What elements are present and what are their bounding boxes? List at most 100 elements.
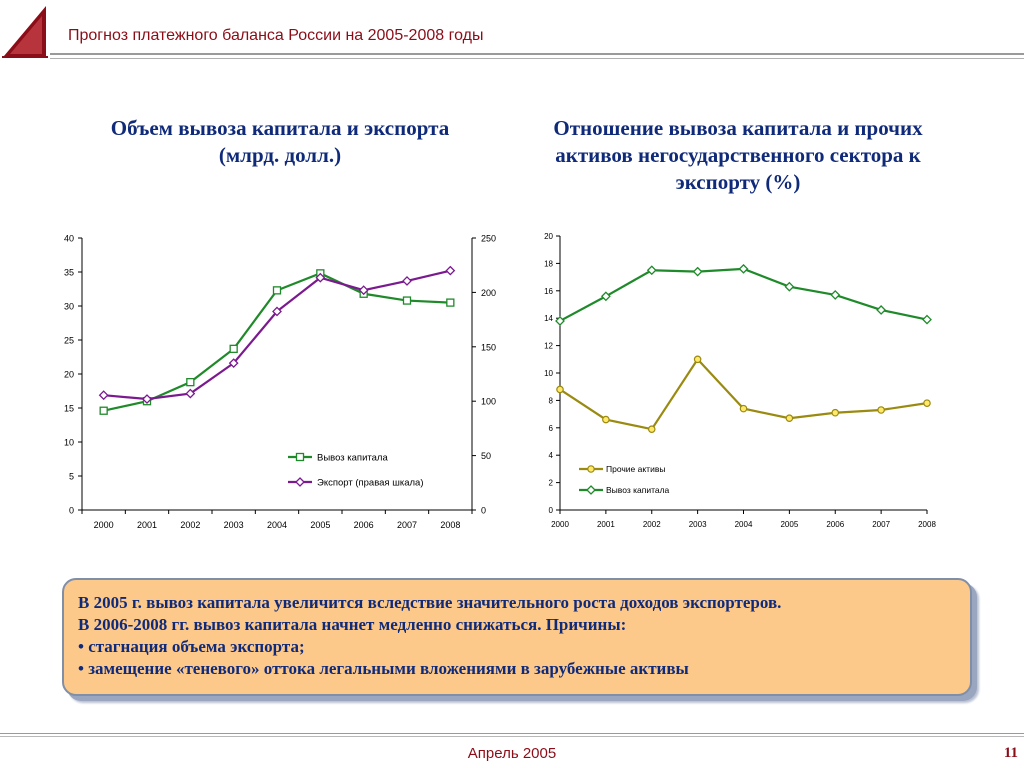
data-point xyxy=(600,291,611,302)
x-tick-label: 2001 xyxy=(137,520,157,530)
data-point xyxy=(830,289,841,300)
note-line: • замещение «теневого» оттока легальными… xyxy=(78,659,689,678)
x-tick-label: 2007 xyxy=(397,520,417,530)
page-title: Прогноз платежного баланса России на 200… xyxy=(68,27,484,44)
data-point xyxy=(693,355,702,364)
y-tick-label: 18 xyxy=(544,259,553,268)
data-point xyxy=(229,344,238,353)
header-divider-thin xyxy=(50,58,1024,59)
data-point xyxy=(923,399,931,407)
right-chart-heading: Отношение вывоза капитала и прочих актив… xyxy=(518,115,958,196)
note-line: В 2005 г. вывоз капитала увеличится всле… xyxy=(78,593,782,612)
x-tick-label: 2000 xyxy=(551,520,569,529)
x-tick-label: 2006 xyxy=(354,520,374,530)
x-tick-label: 2006 xyxy=(826,520,844,529)
x-tick-label: 2004 xyxy=(735,520,753,529)
logo-icon xyxy=(2,6,48,58)
y-tick-label: 2 xyxy=(549,479,554,488)
legend-marker xyxy=(586,485,596,495)
data-point xyxy=(445,265,456,276)
x-tick-label: 2004 xyxy=(267,520,287,530)
x-tick-label: 2008 xyxy=(918,520,936,529)
left-chart-heading-line: Объем вывоза капитала и экспорта xyxy=(110,116,450,140)
y-tick-label: 35 xyxy=(64,268,74,278)
data-point xyxy=(646,265,657,276)
data-point xyxy=(877,406,885,414)
x-tick-label: 2003 xyxy=(689,520,707,529)
y-tick-label: 20 xyxy=(544,232,553,241)
data-point xyxy=(692,266,703,277)
x-tick-label: 2007 xyxy=(872,520,890,529)
x-tick-label: 2002 xyxy=(180,520,200,530)
data-point xyxy=(142,394,152,404)
capital-export-chart: 0 5 10 15 20 25 30 35 40 0 50 100 150 200 250 2000 2001 2… xyxy=(64,234,496,531)
right-chart-heading-line: Отношение вывоза капитала и прочих xyxy=(553,116,923,140)
data-point xyxy=(784,281,795,292)
footer-date: Апрель 2005 xyxy=(467,745,557,762)
data-point xyxy=(402,276,412,286)
x-tick-label: 2005 xyxy=(780,520,798,529)
y-tick-label: 14 xyxy=(544,314,553,323)
x-tick-label: 2008 xyxy=(440,520,460,530)
data-point xyxy=(876,305,887,315)
y-tick-label: 4 xyxy=(549,451,554,460)
legend-label: Вывоз капитала xyxy=(317,453,388,464)
data-point xyxy=(99,406,108,415)
x-tick-label: 2005 xyxy=(310,520,330,530)
data-point xyxy=(98,390,109,401)
data-point xyxy=(647,425,656,433)
data-point xyxy=(186,378,195,387)
note-line: • стагнация объема экспорта; xyxy=(78,637,305,656)
x-tick-label: 2002 xyxy=(643,520,661,529)
footer-divider xyxy=(0,733,1024,734)
legend-marker xyxy=(295,452,305,462)
legend-marker xyxy=(295,477,305,487)
y-tick-label: 15 xyxy=(64,404,74,414)
ratio-chart: 0 2 4 6 8 10 12 14 16 18 20 2000 2001 2002 2003 2004 200… xyxy=(544,232,936,529)
right-chart-heading-line: активов негосударственного сектора к xyxy=(555,143,921,167)
data-point xyxy=(272,286,282,295)
data-point xyxy=(922,314,932,325)
y-tick-label: 0 xyxy=(69,506,74,516)
y2-tick-label: 250 xyxy=(481,234,496,244)
data-point xyxy=(402,296,412,305)
y-tick-label: 0 xyxy=(549,506,554,515)
data-point xyxy=(185,388,196,399)
y-tick-label: 6 xyxy=(549,424,554,433)
left-chart-heading: Объем вывоза капитала и экспорта (млрд. … xyxy=(70,115,490,169)
y2-tick-label: 200 xyxy=(481,288,496,298)
series-line xyxy=(559,267,928,322)
footer-divider-thin xyxy=(0,736,1024,737)
data-point xyxy=(358,285,369,296)
x-tick-label: 2000 xyxy=(94,520,114,530)
data-point xyxy=(738,263,749,274)
data-point xyxy=(785,414,794,423)
left-chart-heading-line: (млрд. долл.) xyxy=(218,143,342,167)
y-tick-label: 5 xyxy=(69,472,74,482)
y-tick-label: 25 xyxy=(64,336,74,346)
y2-tick-label: 0 xyxy=(481,506,486,516)
legend-label: Экспорт (правая шкала) xyxy=(317,478,423,489)
legend-label: Прочие активы xyxy=(606,464,665,474)
y2-tick-label: 150 xyxy=(481,342,496,352)
data-point xyxy=(228,358,239,369)
x-tick-label: 2001 xyxy=(597,520,615,529)
summary-note: В 2005 г. вывоз капитала увеличится всле… xyxy=(62,578,972,696)
data-point xyxy=(831,408,840,417)
data-point xyxy=(602,415,610,424)
y-tick-label: 10 xyxy=(64,438,74,448)
legend-marker xyxy=(587,465,595,473)
right-chart-heading-line: экспорту (%) xyxy=(675,170,801,194)
y-tick-label: 20 xyxy=(64,370,74,380)
data-point xyxy=(315,272,326,283)
y2-tick-label: 100 xyxy=(481,397,496,407)
data-point xyxy=(272,306,282,317)
y-tick-label: 12 xyxy=(544,342,553,351)
legend-label: Вывоз капитала xyxy=(606,485,670,495)
data-point xyxy=(555,316,565,326)
y-tick-label: 16 xyxy=(544,287,553,296)
y-tick-label: 30 xyxy=(64,302,74,312)
data-point xyxy=(556,385,564,394)
page-number: 11 xyxy=(1003,745,1018,761)
x-tick-label: 2003 xyxy=(224,520,244,530)
